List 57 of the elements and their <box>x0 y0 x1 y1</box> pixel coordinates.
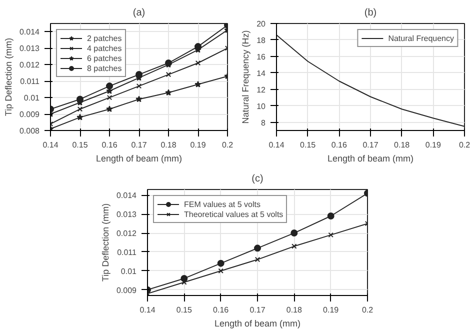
chart-title: (b) <box>364 8 377 18</box>
y-axis-title: Tip Deflection (mm) <box>100 203 110 282</box>
x-tick-label: 0.18 <box>160 140 177 150</box>
y-axis-title: Tip Deflection (mm) <box>3 38 14 116</box>
y-tick-label: 10 <box>256 102 266 111</box>
y-tick-label: 0.012 <box>19 60 40 70</box>
x-tick-label: 0.14 <box>268 140 285 150</box>
x-tick-label: 0.14 <box>140 306 156 314</box>
y-tick-label: 0.01 <box>24 94 40 103</box>
x-tick-label: 0.16 <box>213 306 230 314</box>
chart-title: (a) <box>132 8 146 18</box>
x-axis-title: Length of beam (mm) <box>214 318 301 328</box>
y-tick-label: 0.01 <box>120 266 138 276</box>
x-tick-label: 0.16 <box>331 140 348 150</box>
chart-title: (c) <box>252 174 264 184</box>
x-tick-label: 0.15 <box>176 306 193 314</box>
y-tick-label: 0.014 <box>19 28 40 37</box>
y-tick-label: 20 <box>256 20 266 28</box>
y-tick-label: 0.011 <box>117 248 138 257</box>
x-tick-label: 0.2 <box>362 306 374 314</box>
x-tick-label: 0.17 <box>362 140 379 150</box>
y-tick-label: 18 <box>256 36 266 45</box>
legend-label: 8 patches <box>87 63 122 73</box>
x-tick-label: 0.18 <box>286 306 303 314</box>
legend-label: Natural Frequency <box>388 33 454 43</box>
y-tick-label: 0.014 <box>116 191 138 200</box>
legend-label: FEM values at 5 volts <box>184 199 260 209</box>
x-tick-label: 0.17 <box>250 306 266 314</box>
x-tick-label: 0.19 <box>323 306 340 314</box>
x-tick-label: 0.17 <box>131 140 148 150</box>
y-tick-label: 0.013 <box>19 44 40 54</box>
x-axis-title: Length of beam (mm) <box>327 154 414 164</box>
x-tick-label: 0.2 <box>458 140 471 150</box>
y-tick-label: 0.013 <box>116 210 138 220</box>
y-tick-label: 8 <box>261 118 266 128</box>
x-axis-title: Length of beam (mm) <box>96 154 182 164</box>
y-tick-label: 0.008 <box>19 126 40 136</box>
x-tick-label: 0.16 <box>102 140 118 150</box>
y-tick-label: 12 <box>256 85 266 94</box>
x-tick-label: 0.19 <box>425 140 442 150</box>
legend-label: 6 patches <box>87 53 122 63</box>
y-tick-label: 14 <box>256 68 266 78</box>
x-tick-label: 0.14 <box>42 140 59 150</box>
y-tick-label: 0.011 <box>20 77 40 86</box>
x-tick-label: 0.19 <box>190 140 206 150</box>
y-tick-label: 0.012 <box>116 229 138 238</box>
legend-label: 2 patches <box>87 33 122 43</box>
y-tick-label: 0.009 <box>19 110 40 120</box>
y-tick-label: 16 <box>256 52 266 62</box>
x-tick-label: 0.15 <box>300 140 316 150</box>
legend-label: Theoretical values at 5 volts <box>184 209 284 219</box>
x-tick-label: 0.2 <box>222 140 234 150</box>
y-tick-label: 0.009 <box>116 286 138 295</box>
x-tick-label: 0.15 <box>72 140 88 150</box>
x-tick-label: 0.18 <box>394 140 410 150</box>
legend-label: 4 patches <box>87 43 122 53</box>
y-axis-title: Natural Frequency (Hz) <box>240 30 251 124</box>
